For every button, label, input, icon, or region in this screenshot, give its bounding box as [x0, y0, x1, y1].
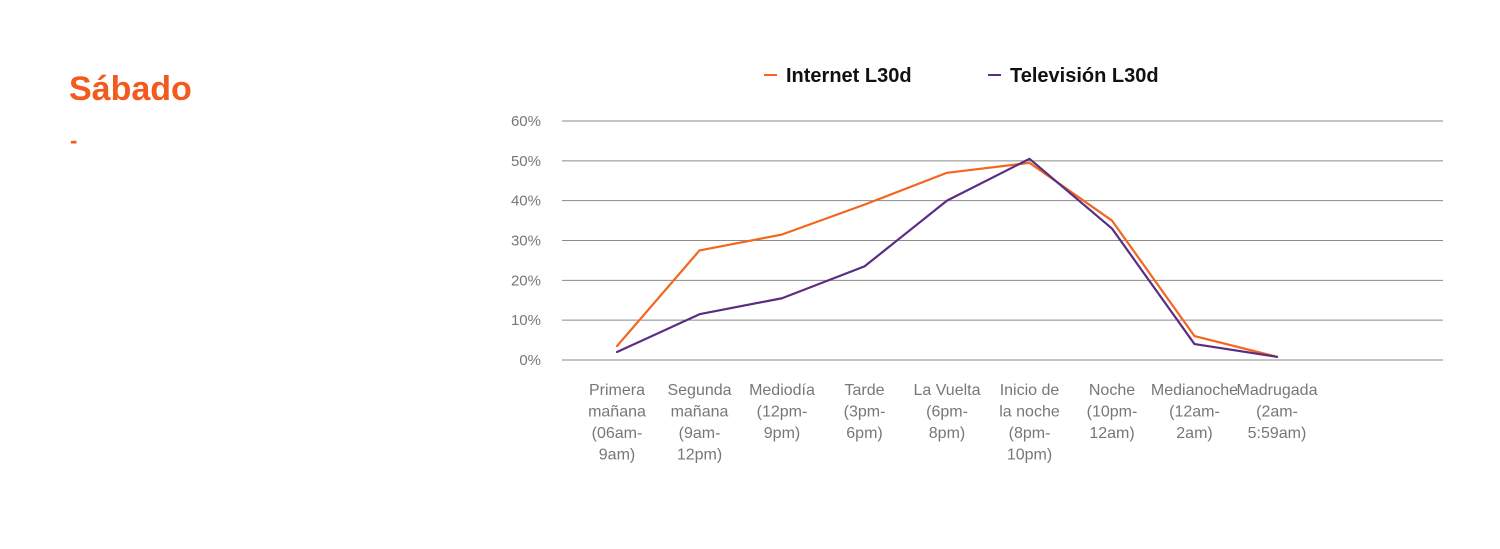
legend-label-0: Internet L30d: [786, 65, 912, 87]
x-category-label-8: Madrugada (2am-5:59am): [1237, 382, 1318, 442]
x-category-label-6: Noche (10pm-12am): [1087, 382, 1138, 442]
y-tick-label-20: 20%: [511, 272, 541, 289]
y-tick-label-10: 10%: [511, 312, 541, 329]
x-category-label-2: Mediodía (12pm-9pm): [749, 382, 815, 442]
y-tick-label-60: 60%: [511, 113, 541, 130]
x-axis-categories: Primera mañana (06am-9am) Segunda mañana (9am…: [588, 382, 1317, 464]
legend: Internet L30d Televisión L30d: [764, 65, 1159, 87]
legend-label-1: Televisión L30d: [1010, 65, 1159, 87]
y-tick-label-0: 0%: [519, 352, 541, 369]
x-category-label-1: Segunda mañana (9am-12pm): [667, 382, 731, 464]
x-category-label-0: Primera mañana (06am-9am): [588, 382, 646, 464]
x-category-label-5: Inicio de la noche (8pm-10pm): [999, 382, 1060, 464]
series-lines: [615, 157, 1279, 358]
grid-lines: [562, 120, 1443, 361]
page-title: Sábado: [69, 70, 192, 108]
y-tick-label-50: 50%: [511, 153, 541, 170]
y-tick-label-40: 40%: [511, 193, 541, 210]
series-line-0: [615, 161, 1279, 358]
page-subtitle-dash: -: [70, 128, 78, 153]
x-category-label-3: Tarde (3pm-6pm): [844, 382, 886, 442]
x-category-label-4: La Vuelta (6pm-8pm): [913, 382, 980, 442]
series-line-1: [615, 157, 1279, 358]
y-axis-ticks: 0% 10% 20% 30% 40% 50% 60%: [511, 113, 541, 369]
y-tick-label-30: 30%: [511, 233, 541, 250]
x-category-label-7: Medianoche (12am-2am): [1151, 382, 1238, 442]
